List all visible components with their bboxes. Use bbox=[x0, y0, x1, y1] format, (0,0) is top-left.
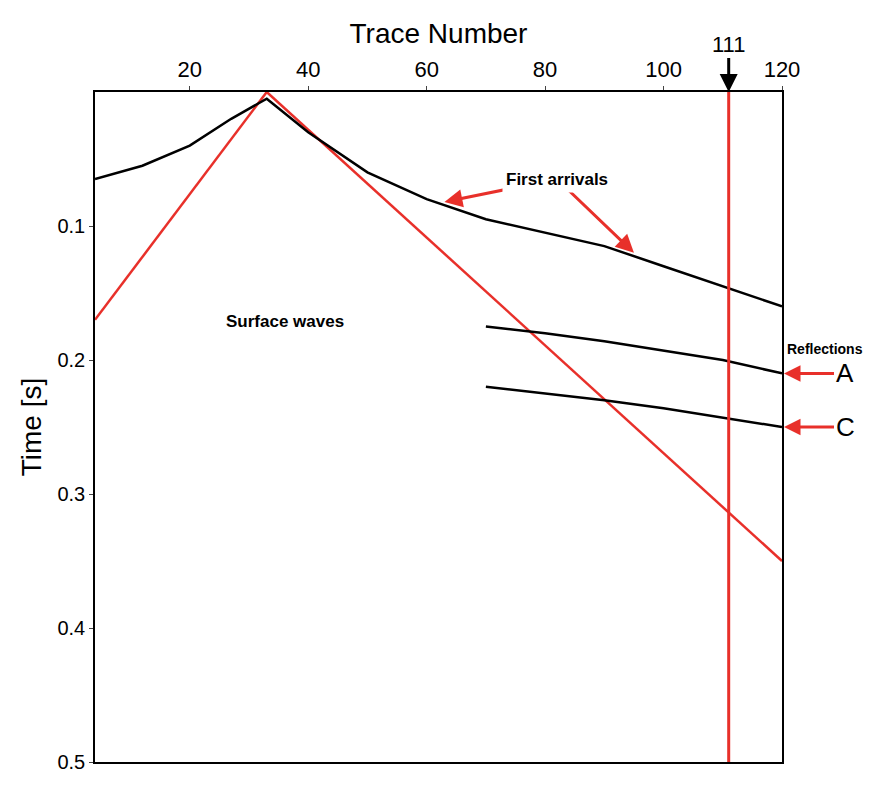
svg-text:Reflections: Reflections bbox=[787, 341, 863, 357]
svg-text:C: C bbox=[836, 412, 855, 442]
svg-text:First arrivals: First arrivals bbox=[506, 170, 608, 189]
svg-text:0.1: 0.1 bbox=[57, 215, 85, 237]
svg-text:60: 60 bbox=[414, 57, 438, 82]
svg-text:Time [s]: Time [s] bbox=[16, 378, 47, 477]
svg-text:0.2: 0.2 bbox=[57, 349, 85, 371]
svg-text:Trace Number: Trace Number bbox=[350, 18, 528, 49]
svg-text:111: 111 bbox=[712, 32, 745, 57]
svg-text:Surface waves: Surface waves bbox=[226, 312, 344, 331]
svg-text:40: 40 bbox=[296, 57, 320, 82]
svg-text:0.3: 0.3 bbox=[57, 483, 85, 505]
svg-text:100: 100 bbox=[645, 57, 682, 82]
svg-text:A: A bbox=[836, 358, 854, 388]
svg-text:120: 120 bbox=[764, 57, 801, 82]
svg-text:0.5: 0.5 bbox=[57, 751, 85, 773]
svg-text:80: 80 bbox=[533, 57, 557, 82]
svg-text:20: 20 bbox=[178, 57, 202, 82]
svg-text:0.4: 0.4 bbox=[57, 617, 85, 639]
